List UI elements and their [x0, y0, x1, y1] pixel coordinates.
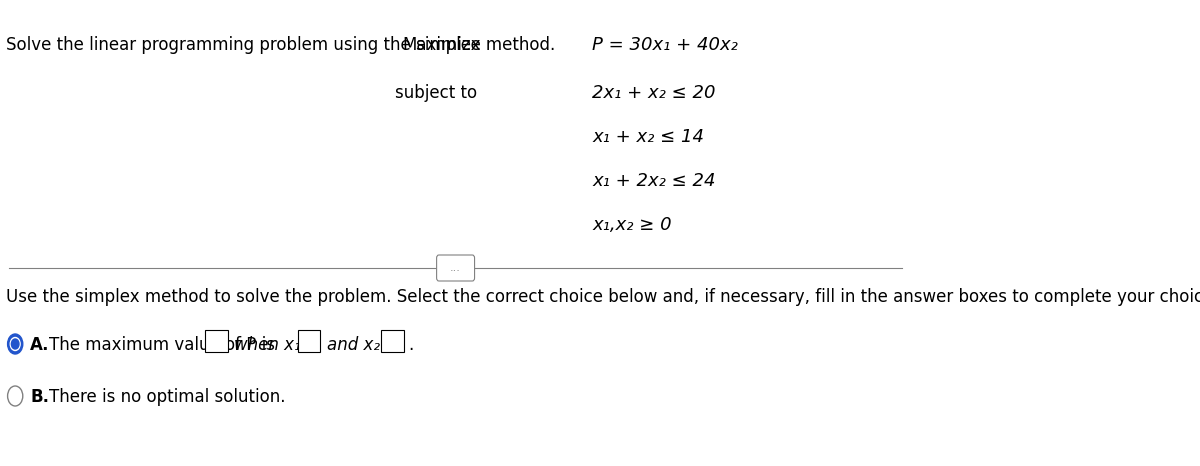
Circle shape	[11, 339, 19, 349]
Text: Solve the linear programming problem using the simplex method.: Solve the linear programming problem usi…	[6, 36, 556, 54]
Text: and x₂ =: and x₂ =	[326, 336, 398, 354]
Text: P = 30x₁ + 40x₂: P = 30x₁ + 40x₂	[593, 36, 738, 54]
Circle shape	[7, 334, 23, 354]
Text: A.: A.	[30, 336, 50, 354]
Text: Maximize: Maximize	[402, 36, 481, 54]
FancyBboxPatch shape	[382, 330, 404, 352]
Text: x₁,x₂ ≥ 0: x₁,x₂ ≥ 0	[593, 216, 672, 234]
FancyBboxPatch shape	[298, 330, 320, 352]
Text: B.: B.	[30, 388, 49, 406]
Text: ...: ...	[450, 263, 461, 273]
Text: when x₁ =: when x₁ =	[234, 336, 319, 354]
Text: The maximum value of P is: The maximum value of P is	[49, 336, 275, 354]
FancyBboxPatch shape	[205, 330, 228, 352]
Text: Use the simplex method to solve the problem. Select the correct choice below and: Use the simplex method to solve the prob…	[6, 288, 1200, 306]
Text: subject to: subject to	[395, 84, 476, 102]
Text: x₁ + x₂ ≤ 14: x₁ + x₂ ≤ 14	[593, 128, 704, 146]
Text: .: .	[408, 336, 413, 354]
Text: 2x₁ + x₂ ≤ 20: 2x₁ + x₂ ≤ 20	[593, 84, 715, 102]
FancyBboxPatch shape	[437, 255, 474, 281]
Circle shape	[11, 337, 20, 350]
Text: x₁ + 2x₂ ≤ 24: x₁ + 2x₂ ≤ 24	[593, 172, 715, 190]
Text: There is no optimal solution.: There is no optimal solution.	[49, 388, 286, 406]
